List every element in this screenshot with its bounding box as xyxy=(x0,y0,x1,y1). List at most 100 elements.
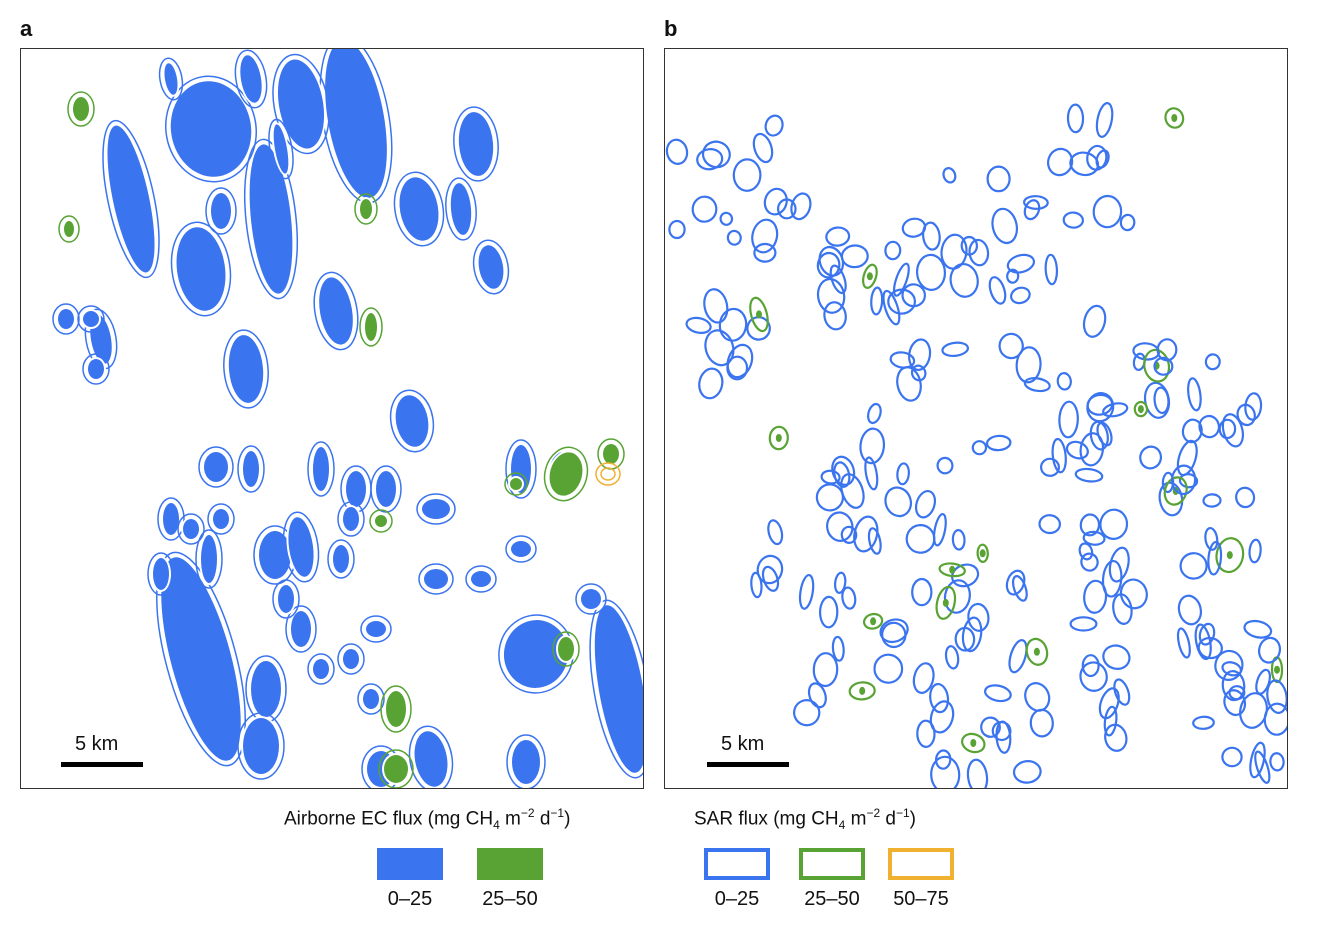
lake-outline xyxy=(961,616,983,653)
lake-outline xyxy=(198,446,234,488)
legend-swatch-ec-25-50 xyxy=(477,848,543,880)
lake xyxy=(259,531,291,579)
lake-outline xyxy=(337,501,365,537)
lake-outline xyxy=(1056,372,1072,391)
lake xyxy=(88,359,104,379)
legend-title-sar: SAR flux (mg CH4 m−2 d−1) xyxy=(694,806,916,833)
lake-outline xyxy=(378,749,414,788)
lake-outline xyxy=(798,573,815,610)
lake-outline xyxy=(870,286,884,316)
lake-outline xyxy=(205,187,237,235)
lake-outline xyxy=(234,49,268,109)
lake-outline xyxy=(157,497,185,541)
lake-outline xyxy=(873,653,904,684)
lake-outline xyxy=(272,579,300,619)
lake-outline xyxy=(1008,639,1028,674)
lake-outline xyxy=(704,329,735,367)
lake xyxy=(176,227,226,311)
lake-outline xyxy=(1176,627,1191,659)
lake xyxy=(399,177,439,241)
lake-outline xyxy=(793,699,821,727)
lake-outline xyxy=(1095,102,1114,138)
lake xyxy=(365,313,377,341)
lake-outline xyxy=(929,700,955,734)
lake-outline xyxy=(701,140,731,169)
lake-outline xyxy=(912,662,935,694)
lake-outline xyxy=(988,276,1007,305)
lake-outline xyxy=(862,263,878,289)
lake-outline xyxy=(1257,636,1282,664)
lake-outline xyxy=(1119,213,1136,232)
lake-outline xyxy=(823,301,847,331)
lake-outline xyxy=(195,529,223,589)
lake-outline xyxy=(1062,211,1084,229)
lake xyxy=(414,731,448,787)
lake xyxy=(153,558,169,590)
lake-outline xyxy=(543,446,589,502)
map-panel-b[interactable]: 5 km xyxy=(664,48,1288,789)
lake-outline xyxy=(914,489,937,519)
lake-outline xyxy=(1099,508,1129,540)
lake-outline xyxy=(1083,579,1108,614)
lake-outline xyxy=(237,712,285,780)
lake-outline xyxy=(1181,418,1203,444)
lake-outline xyxy=(223,329,269,409)
lake-outline xyxy=(1051,437,1067,474)
lake-fill xyxy=(775,434,782,442)
lake-outline xyxy=(840,244,869,269)
lake xyxy=(107,125,155,273)
lake-outline xyxy=(691,195,718,223)
lake-outline xyxy=(472,239,510,295)
lake-outline xyxy=(1023,377,1051,393)
panel-letter-a: a xyxy=(20,16,33,41)
lake xyxy=(325,49,387,198)
lake-outline xyxy=(1143,348,1171,383)
lake-outline xyxy=(751,218,779,254)
lake-outline xyxy=(313,271,359,351)
lake-fill xyxy=(866,272,873,281)
lake-outline xyxy=(938,562,966,578)
lake-outline xyxy=(1202,493,1222,508)
lake-outline xyxy=(1153,356,1174,376)
lake-outline xyxy=(1005,569,1026,596)
lake-outline xyxy=(445,177,477,241)
map-panel-a[interactable]: 5 km xyxy=(20,48,644,789)
legend-label-ec-25-50: 25–50 xyxy=(482,888,538,910)
lake-outline xyxy=(1266,679,1287,714)
lake-outline xyxy=(746,316,771,341)
lake-outline xyxy=(595,462,621,486)
lake-outline xyxy=(552,631,580,667)
lake-outline xyxy=(753,242,777,263)
lake-outline xyxy=(1102,402,1129,418)
lake-outline xyxy=(942,167,957,184)
lake xyxy=(73,97,89,121)
lake-outline xyxy=(668,219,686,240)
lake-outline xyxy=(1079,513,1101,537)
lake xyxy=(594,605,643,773)
lake-outline xyxy=(756,554,784,585)
lake-outline xyxy=(177,513,205,545)
lake-outline xyxy=(859,427,886,465)
lake-outline xyxy=(1011,575,1028,602)
legend-swatch-sar-25-50 xyxy=(799,848,865,880)
lake xyxy=(204,452,228,482)
lake xyxy=(458,112,494,176)
lake-outline xyxy=(1176,439,1198,477)
lake-outline xyxy=(884,240,902,261)
lake-outline xyxy=(207,503,235,535)
lake-outline xyxy=(67,91,95,127)
lake-outline xyxy=(961,732,986,754)
lake-outline xyxy=(156,551,246,767)
lake-outline xyxy=(949,262,979,298)
lake-outline xyxy=(882,289,901,326)
lake xyxy=(313,659,329,679)
lake-outline xyxy=(393,171,445,247)
lake-outline xyxy=(718,307,748,342)
lake-outline xyxy=(77,305,105,333)
lake-outline xyxy=(272,53,330,155)
lake-outline xyxy=(1244,392,1263,421)
lake-outline xyxy=(840,473,865,509)
lake-outline xyxy=(940,233,968,270)
lake-outline xyxy=(833,571,847,594)
lake xyxy=(376,471,396,507)
